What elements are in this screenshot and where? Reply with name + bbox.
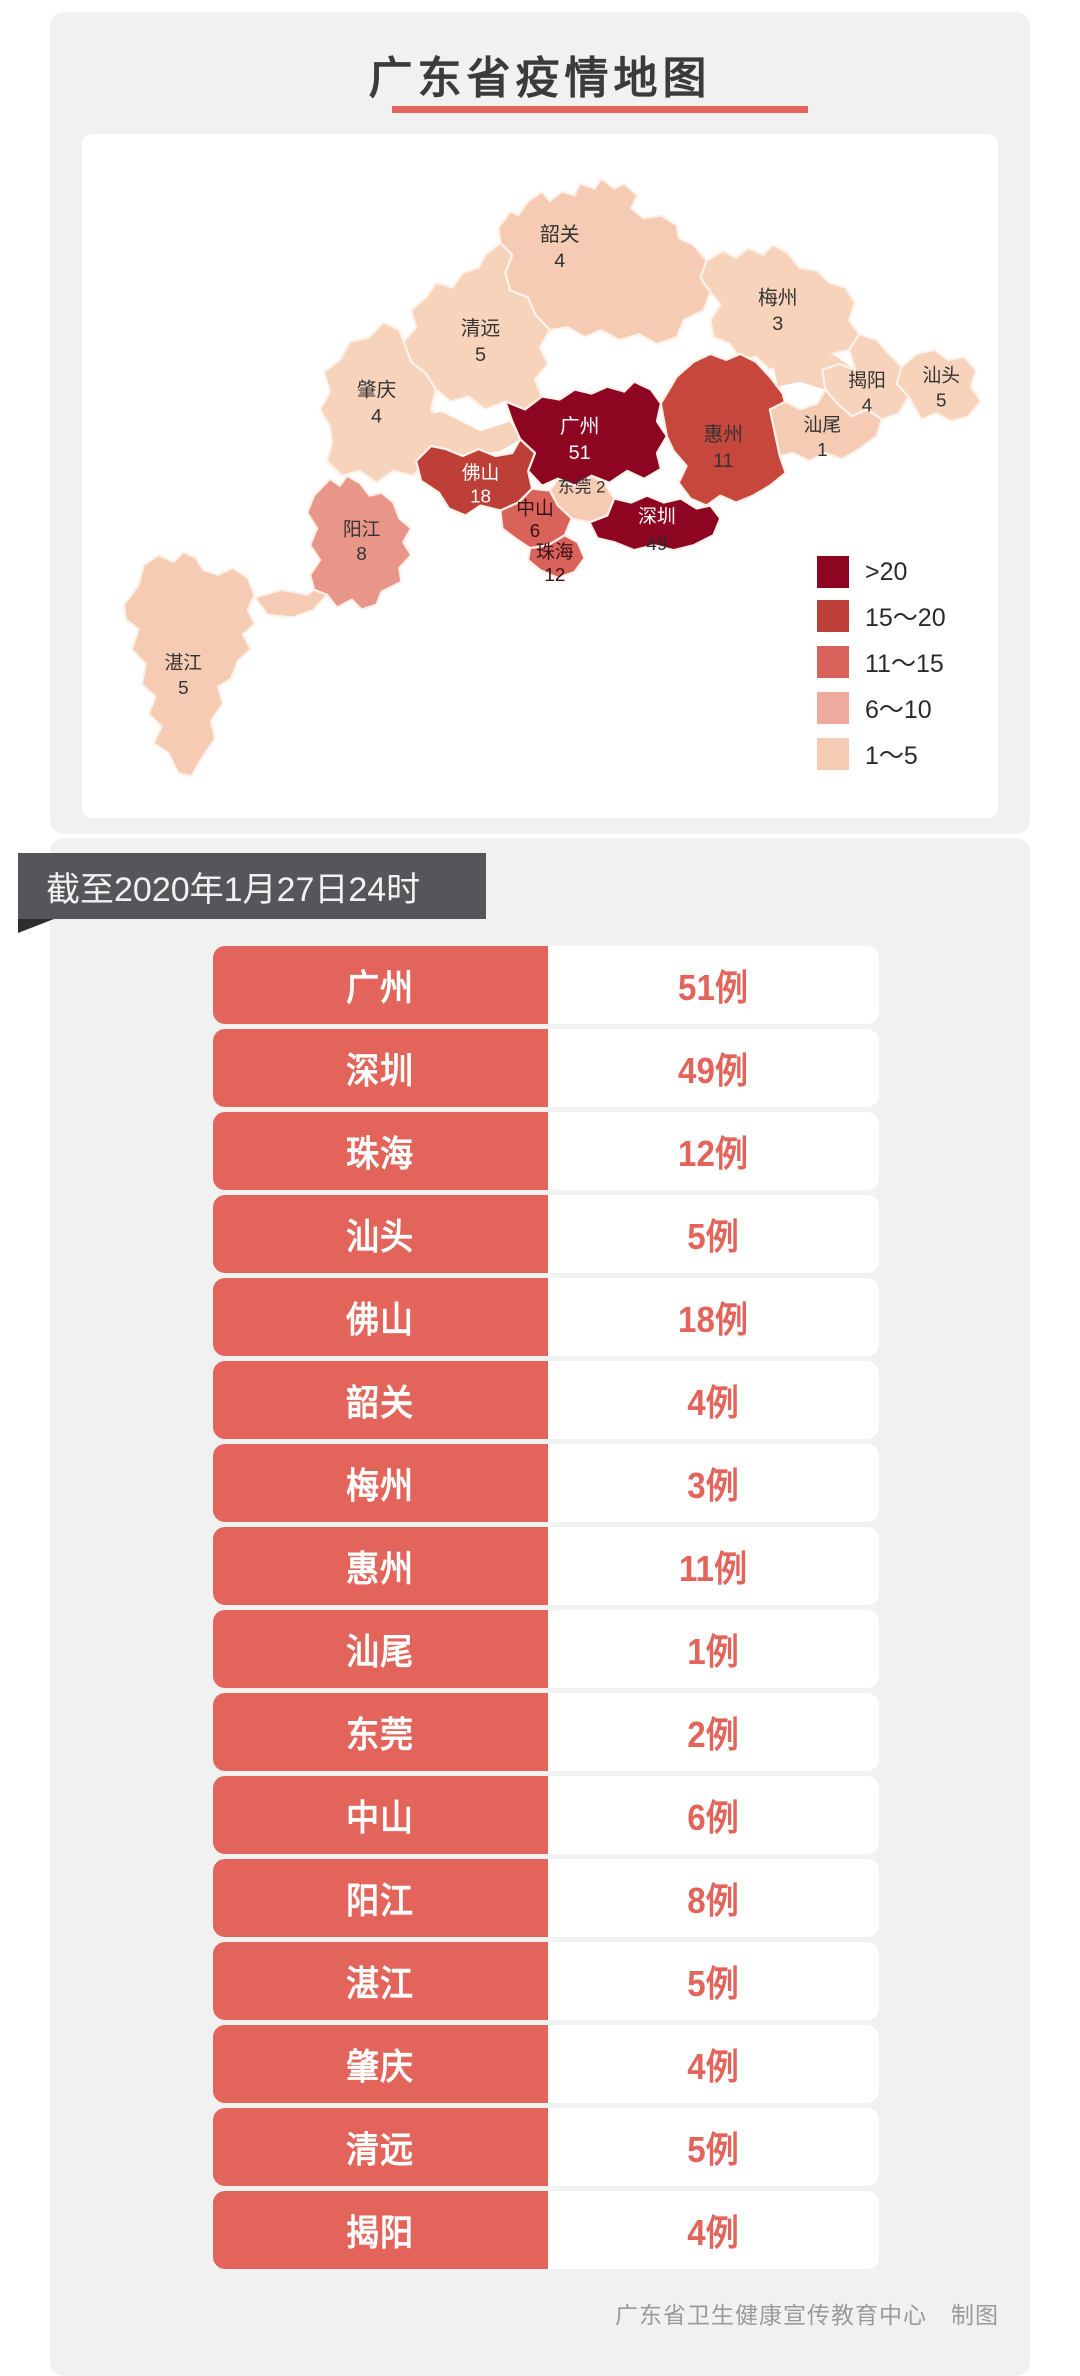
svg-text:肇庆: 肇庆: [357, 380, 397, 402]
svg-text:11: 11: [713, 450, 734, 472]
svg-text:汕头: 汕头: [922, 365, 960, 386]
svg-text:4: 4: [554, 250, 565, 272]
svg-text:深圳: 深圳: [638, 505, 676, 526]
svg-text:清远: 清远: [461, 318, 501, 340]
svg-text:18: 18: [470, 486, 491, 507]
svg-text:4: 4: [862, 394, 872, 415]
svg-text:广州: 广州: [560, 416, 600, 438]
svg-text:49: 49: [646, 533, 667, 554]
svg-text:4: 4: [371, 405, 382, 427]
svg-text:3: 3: [772, 313, 783, 335]
svg-text:佛山: 佛山: [462, 462, 500, 483]
svg-text:惠州: 惠州: [703, 424, 743, 446]
svg-text:中山: 中山: [516, 497, 554, 518]
svg-text:珠海: 珠海: [536, 541, 574, 562]
svg-text:湛江: 湛江: [165, 652, 203, 673]
svg-text:阳江: 阳江: [343, 518, 381, 539]
svg-text:梅州: 梅州: [758, 287, 798, 309]
svg-text:5: 5: [936, 389, 946, 410]
svg-text:5: 5: [178, 677, 188, 698]
svg-text:东莞 2: 东莞 2: [558, 478, 606, 497]
svg-text:51: 51: [569, 442, 591, 464]
svg-text:12: 12: [544, 564, 565, 585]
svg-text:韶关: 韶关: [540, 224, 580, 246]
svg-text:汕尾: 汕尾: [804, 414, 842, 435]
svg-text:1: 1: [817, 439, 827, 460]
svg-text:6: 6: [530, 520, 540, 541]
svg-text:8: 8: [356, 543, 366, 564]
svg-text:5: 5: [475, 344, 486, 366]
svg-text:揭阳: 揭阳: [848, 370, 886, 391]
